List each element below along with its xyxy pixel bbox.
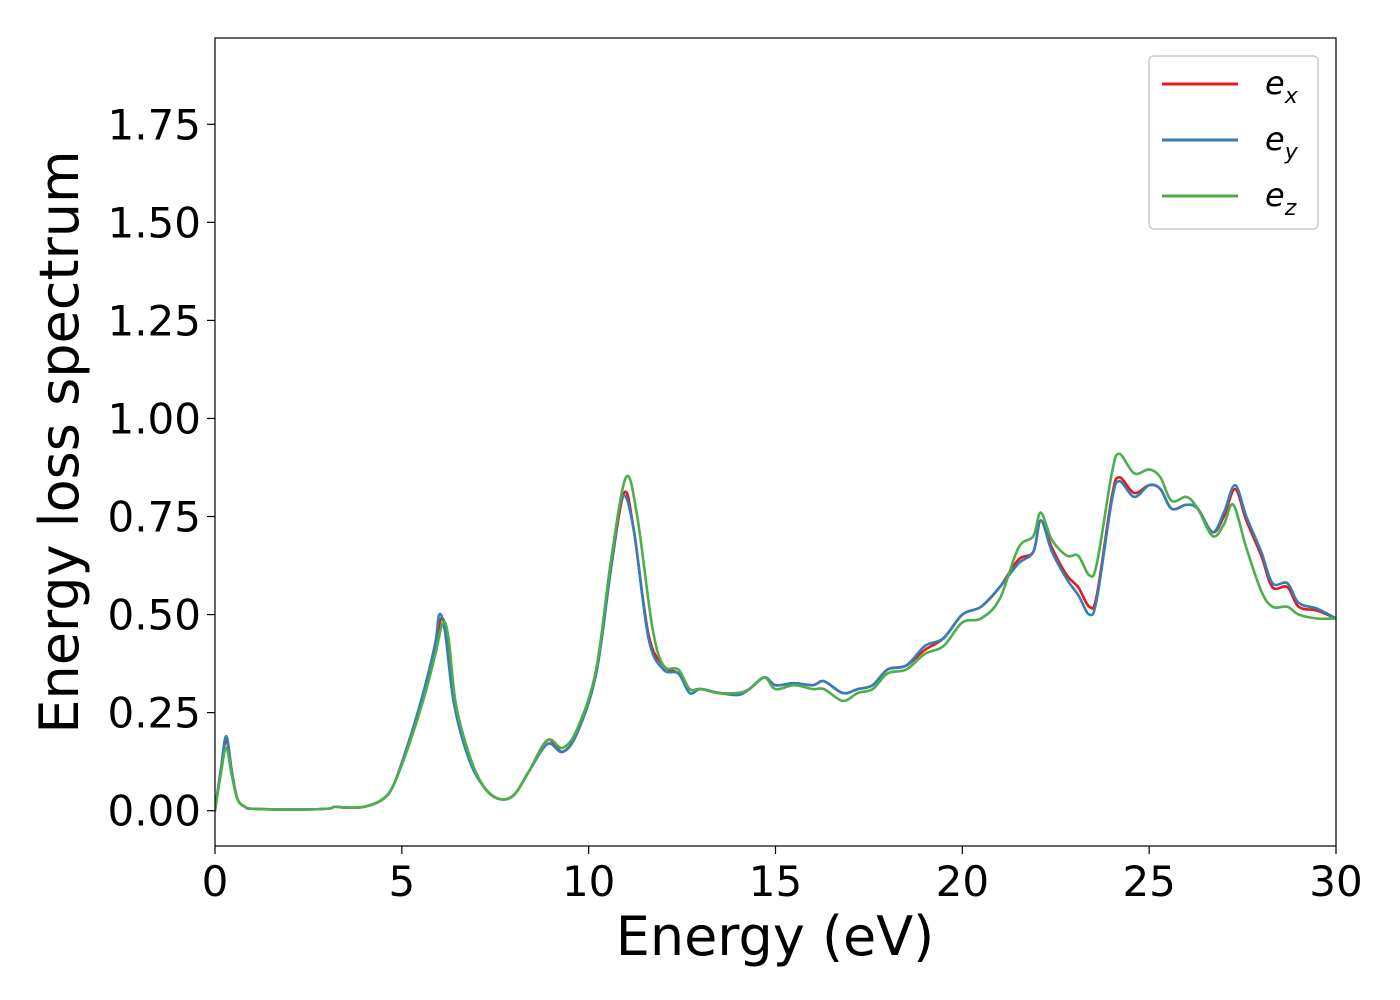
legend-label-main: e	[1265, 64, 1285, 102]
y-tick-label: 1.25	[107, 296, 201, 345]
legend-label-subscript: z	[1284, 196, 1297, 221]
x-tick-label: 0	[202, 857, 229, 906]
x-tick-label: 10	[562, 857, 615, 906]
y-tick-label: 1.50	[107, 198, 201, 247]
x-tick-label: 15	[749, 857, 802, 906]
y-tick-label: 0.00	[107, 787, 201, 836]
y-tick-label: 0.50	[107, 591, 201, 640]
plot-frame	[214, 37, 1337, 847]
x-tick-label: 20	[936, 857, 989, 906]
legend-label-main: e	[1265, 176, 1285, 214]
legend-box	[1148, 55, 1319, 230]
legend-label-subscript: x	[1284, 84, 1299, 109]
legend-label-ez: ez	[1265, 176, 1297, 221]
y-tick-label: 0.75	[107, 493, 201, 542]
x-tick-label: 30	[1309, 857, 1362, 906]
legend-label-subscript: y	[1284, 140, 1299, 165]
series-line-ez	[215, 452, 1336, 812]
y-axis-title: Energy loss spectrum	[28, 150, 91, 733]
legend-label-ex: ex	[1265, 64, 1299, 109]
x-axis-title: Energy (eV)	[616, 905, 935, 968]
y-tick-label: 1.75	[107, 100, 201, 149]
legend-label-main: e	[1265, 120, 1285, 158]
y-axis: 0.00 0.25 0.50 0.75 1.00 1.25 1.50 1.75	[107, 100, 215, 836]
x-tick-label: 25	[1122, 857, 1175, 906]
y-tick-label: 0.25	[107, 689, 201, 738]
y-tick-label: 1.00	[107, 394, 201, 443]
x-tick-label: 5	[388, 857, 415, 906]
x-axis: 0 5 10 15 20 25 30	[202, 846, 1363, 906]
series-layer	[215, 452, 1336, 812]
legend-label-ey: ey	[1265, 120, 1299, 165]
